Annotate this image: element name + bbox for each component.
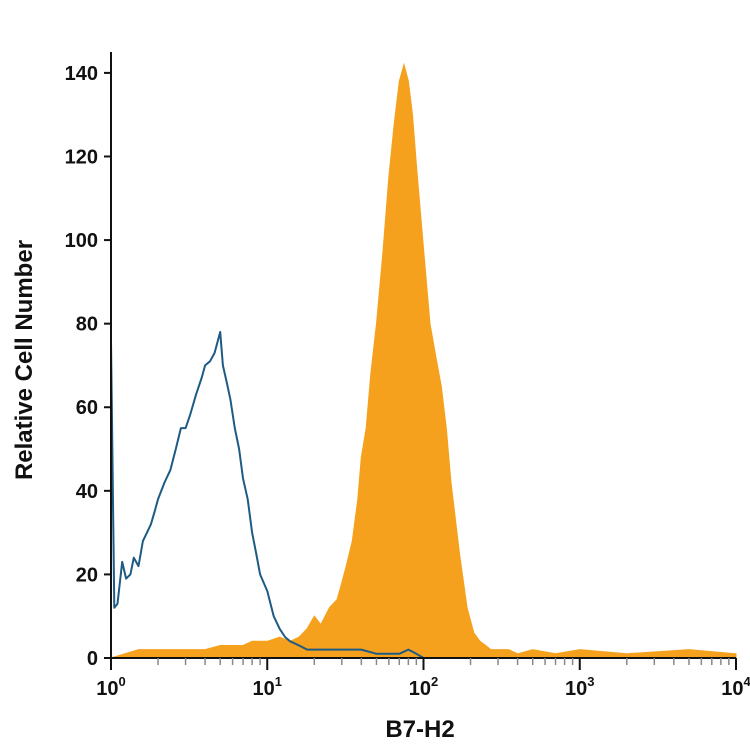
y-tick-label: 80 <box>76 314 98 336</box>
x-axis-title: B7-H2 <box>385 716 454 743</box>
y-axis-title: Relative Cell Number <box>11 240 38 480</box>
x-tick-label: 104 <box>721 674 750 700</box>
filled-histogram-series <box>110 62 737 659</box>
x-tick-label: 103 <box>565 674 594 700</box>
y-tick-label: 120 <box>65 146 98 168</box>
x-tick-label: 100 <box>96 674 125 700</box>
y-tick-label: 100 <box>65 230 98 252</box>
y-tick-label: 20 <box>76 564 98 586</box>
x-tick-label: 101 <box>253 674 282 700</box>
axes: 0 20 40 60 80 100 120 140 100 101 102 103 104 <box>65 52 750 700</box>
y-tick-label: 60 <box>76 397 98 419</box>
y-tick-label: 140 <box>65 63 98 85</box>
plot-series <box>110 62 737 659</box>
y-tick-label: 0 <box>87 648 98 670</box>
outline-histogram-series <box>110 331 736 659</box>
y-tick-label: 40 <box>76 481 98 503</box>
x-tick-label: 102 <box>409 674 438 700</box>
